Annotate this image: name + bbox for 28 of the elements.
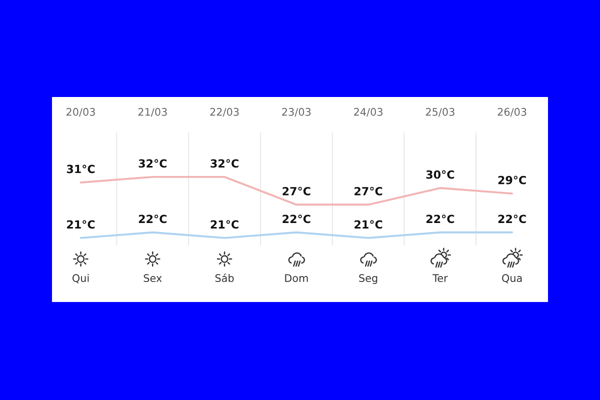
x-tick-label: 26/03	[498, 108, 526, 117]
data-label: 27°C	[354, 186, 382, 196]
x-tick-label: 25/03	[426, 108, 454, 117]
text: Qui	[72, 274, 89, 284]
text: Seg	[359, 274, 378, 284]
data-label: 22°C	[498, 214, 526, 224]
text: Ter	[432, 274, 448, 282]
data-label: 27°C	[282, 186, 310, 196]
x-tick-label: 24/03	[354, 108, 382, 117]
x-tick-label: 23/03	[282, 108, 311, 117]
data-label: 21°C	[210, 220, 238, 229]
x-tick-label: 21/03	[138, 108, 167, 117]
data-label: 22°C	[282, 214, 310, 224]
text: Sex	[144, 274, 162, 282]
x-tick-label: 20/03	[66, 108, 95, 117]
data-label: 31°C	[66, 164, 95, 174]
text: Dom	[285, 274, 308, 282]
text: Sáb	[215, 274, 234, 282]
data-label: 30°C	[426, 170, 454, 179]
data-label: 21°C	[354, 220, 382, 229]
data-label: 29°C	[498, 176, 526, 184]
data-label: 32°C	[138, 159, 167, 168]
data-label: 22°C	[426, 214, 454, 224]
data-label: 22°C	[138, 214, 167, 224]
text: Qua	[502, 274, 522, 284]
data-label: 21°C	[67, 220, 95, 229]
data-label: 32°C	[210, 159, 238, 168]
x-tick-label: 22/03	[210, 108, 239, 117]
